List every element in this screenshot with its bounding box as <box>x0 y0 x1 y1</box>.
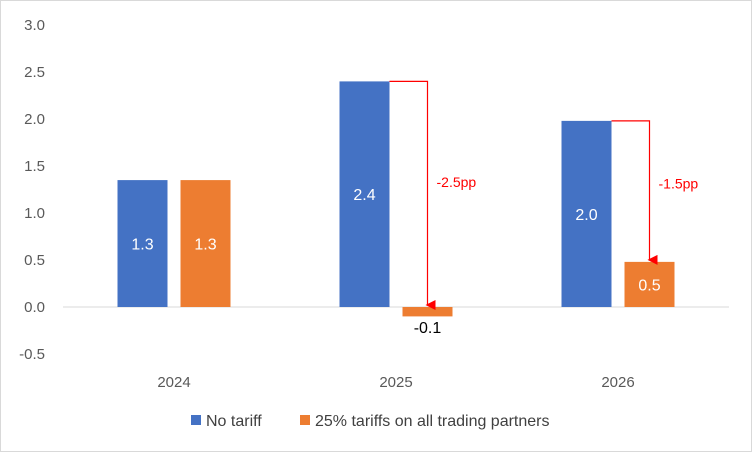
y-tick-label-4: 1.0 <box>24 205 45 222</box>
difference-arrow-2025 <box>389 80 436 310</box>
y-tick-label-0: 3.0 <box>24 17 45 34</box>
data-label-no-tariff-2025: 2.4 <box>353 187 375 204</box>
data-label-no-tariff-2026: 2.0 <box>575 207 597 224</box>
bar-no-tariff-2024 <box>117 180 168 307</box>
legend: No tariff 25% tariffs on all trading part… <box>191 413 550 430</box>
y-tick-label-2: 2.0 <box>24 111 45 128</box>
y-tick-label-3: 1.5 <box>24 158 45 175</box>
data-label-no-tariff-2024: 1.3 <box>131 237 153 254</box>
data-label-tariff-2025: -0.1 <box>414 320 442 337</box>
y-tick-label-5: 0.5 <box>24 252 45 269</box>
difference-label-2025: -2.5pp <box>437 174 477 190</box>
bar-tariff-2025 <box>402 307 453 317</box>
difference-arrow-2026 <box>611 120 658 265</box>
legend-label-tariff: 25% tariffs on all trading partners <box>315 413 550 430</box>
data-label-tariff-2024: 1.3 <box>194 237 216 254</box>
legend-swatch-tariff <box>300 415 310 425</box>
bar-no-tariff-2026 <box>561 120 612 307</box>
difference-label-2026: -1.5pp <box>659 175 699 191</box>
legend-swatch-no-tariff <box>191 415 201 425</box>
bar-tariff-2024 <box>180 180 231 307</box>
x-tick-label-2026: 2026 <box>601 374 634 391</box>
bar-no-tariff-2025 <box>339 81 390 308</box>
data-label-tariff-2026: 0.5 <box>638 277 660 294</box>
legend-label-no-tariff: No tariff <box>206 413 262 430</box>
y-tick-label-6: 0.0 <box>24 299 45 316</box>
y-tick-label-7: -0.5 <box>19 346 45 363</box>
y-tick-label-1: 2.5 <box>24 64 45 81</box>
x-tick-label-2025: 2025 <box>379 374 412 391</box>
bar-tariff-2026 <box>624 261 675 307</box>
x-tick-label-2024: 2024 <box>157 374 190 391</box>
